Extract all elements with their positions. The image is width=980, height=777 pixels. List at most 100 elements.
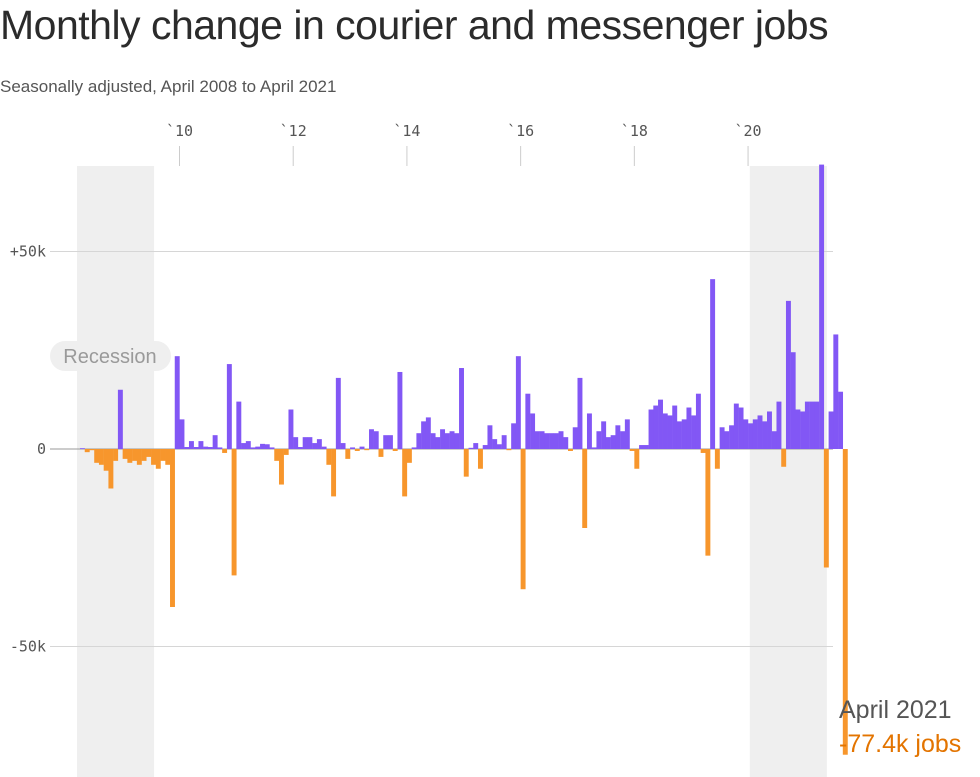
bar <box>392 449 398 451</box>
bar <box>312 443 318 449</box>
bar <box>103 449 109 471</box>
bar <box>553 433 559 449</box>
bar <box>743 419 749 449</box>
bar <box>283 449 289 455</box>
bar <box>383 435 389 449</box>
bar <box>804 401 810 449</box>
bar <box>681 419 687 449</box>
recession-shading <box>77 166 827 777</box>
bar <box>165 449 171 465</box>
bar <box>605 437 611 449</box>
recession-band-2 <box>749 166 827 777</box>
bar <box>193 447 199 449</box>
bar <box>596 431 602 449</box>
bar <box>710 279 716 449</box>
bar <box>748 423 753 449</box>
bar <box>136 449 142 465</box>
bar <box>544 433 550 449</box>
bar <box>179 419 185 449</box>
bar <box>354 449 360 451</box>
bar <box>236 401 242 449</box>
bar <box>738 407 744 449</box>
bar <box>615 425 621 449</box>
bar <box>373 431 379 449</box>
bar <box>444 433 450 449</box>
bar <box>198 441 204 449</box>
bar <box>568 449 573 451</box>
bar <box>226 364 232 449</box>
bar <box>492 439 498 449</box>
bar <box>321 446 327 449</box>
bar <box>122 449 128 459</box>
bar <box>98 449 104 465</box>
bar <box>639 445 645 449</box>
bar <box>501 435 507 449</box>
bar <box>80 448 85 449</box>
bar <box>269 447 275 449</box>
recession-label: Recession <box>63 346 156 368</box>
bar <box>586 413 592 449</box>
bar <box>84 449 90 453</box>
y-tick-label: -50k <box>10 638 46 656</box>
bar <box>506 449 512 451</box>
bar <box>435 437 441 449</box>
bar <box>634 449 640 469</box>
bar <box>203 446 209 449</box>
bar <box>369 429 374 449</box>
bar <box>549 433 554 449</box>
bar <box>449 431 455 449</box>
bar <box>643 445 649 449</box>
bar <box>421 421 427 449</box>
bar <box>809 401 815 449</box>
bar <box>146 449 152 457</box>
bar <box>601 421 607 449</box>
bar <box>335 377 341 449</box>
bar <box>454 433 460 449</box>
bar <box>345 449 351 459</box>
bar <box>800 411 806 449</box>
bar <box>425 417 431 449</box>
bar <box>331 449 337 497</box>
bar <box>658 399 663 449</box>
bar <box>629 449 635 451</box>
bar <box>260 443 265 449</box>
bar <box>691 415 697 449</box>
x-tick-label: `20 <box>735 122 762 140</box>
bar <box>511 423 517 449</box>
bar <box>378 449 384 457</box>
bar <box>222 449 228 453</box>
bar <box>297 447 303 449</box>
bar <box>695 393 701 449</box>
bar <box>316 439 322 449</box>
bar <box>771 431 777 449</box>
bar <box>293 437 299 449</box>
chart-title: Monthly change in courier and messenger … <box>0 2 829 48</box>
bar <box>653 405 659 449</box>
bar <box>767 411 772 449</box>
bar <box>776 401 782 449</box>
bar <box>795 409 801 449</box>
recession-band-1 <box>77 166 155 777</box>
bar <box>762 421 768 449</box>
x-tick-label: `18 <box>621 122 648 140</box>
bar <box>132 449 138 461</box>
bar <box>397 371 403 449</box>
bar <box>833 334 839 449</box>
bar <box>719 427 725 449</box>
bar <box>781 449 787 467</box>
bar <box>572 427 578 449</box>
bar <box>94 449 100 463</box>
bar <box>700 449 706 453</box>
bar <box>274 449 280 461</box>
bar <box>411 447 417 449</box>
bar <box>814 401 820 449</box>
bar <box>525 393 531 449</box>
bar <box>620 431 626 449</box>
bar <box>188 441 194 449</box>
bar <box>288 409 294 449</box>
x-tick-label: `10 <box>166 122 193 140</box>
bar <box>539 431 545 449</box>
bar <box>406 449 412 463</box>
bar <box>468 447 474 449</box>
